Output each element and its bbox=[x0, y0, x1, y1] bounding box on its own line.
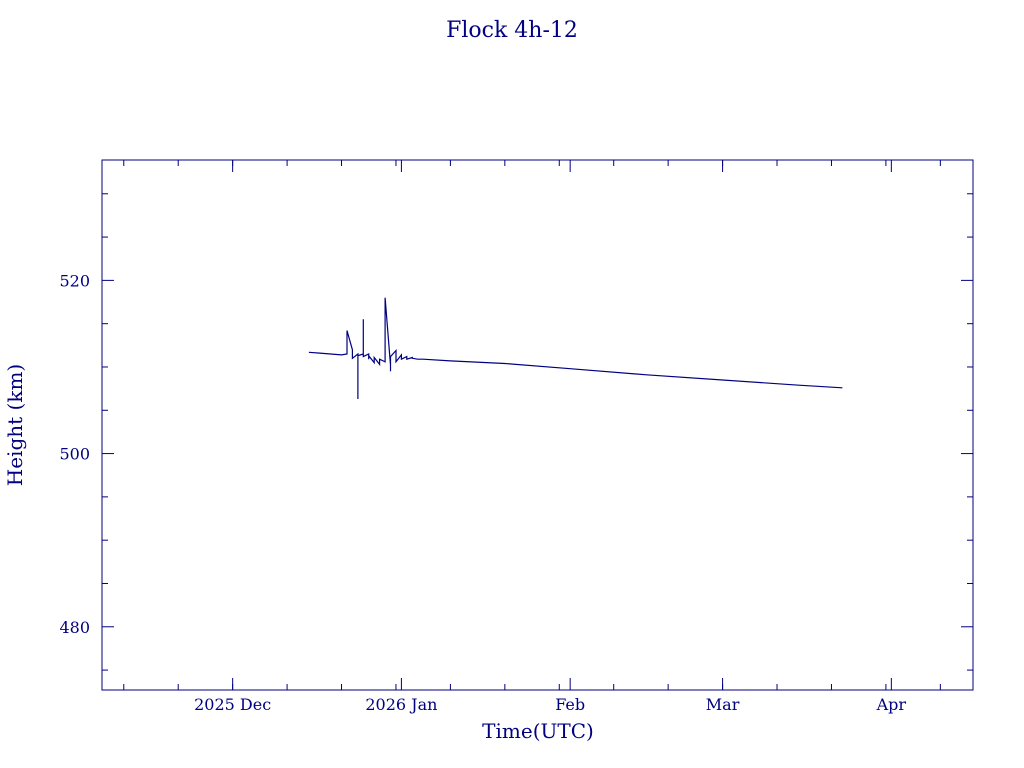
y-tick-label: 520 bbox=[59, 271, 90, 290]
x-tick-label: Mar bbox=[706, 695, 740, 714]
x-axis-label: Time(UTC) bbox=[482, 719, 594, 743]
plot-frame-group bbox=[101, 159, 974, 691]
y-ticks-group: 480 500 520 bbox=[59, 193, 973, 671]
x-tick-label: 2025 Dec bbox=[194, 695, 271, 714]
y-axis-label: Height (km) bbox=[3, 364, 27, 486]
y-tick-label: 480 bbox=[59, 618, 90, 637]
series-group bbox=[308, 297, 843, 399]
x-tick-label: Apr bbox=[876, 695, 907, 714]
x-tick-label: Feb bbox=[555, 695, 585, 714]
x-tick-label: 2026 Jan bbox=[365, 695, 437, 714]
x-ticks-group: 2025 Dec 2026 Jan Feb Mar Apr bbox=[123, 160, 941, 714]
chart-title: Flock 4h-12 bbox=[446, 18, 578, 43]
series-line bbox=[308, 297, 843, 399]
y-tick-label: 500 bbox=[59, 445, 90, 464]
plot-frame bbox=[101, 159, 974, 691]
